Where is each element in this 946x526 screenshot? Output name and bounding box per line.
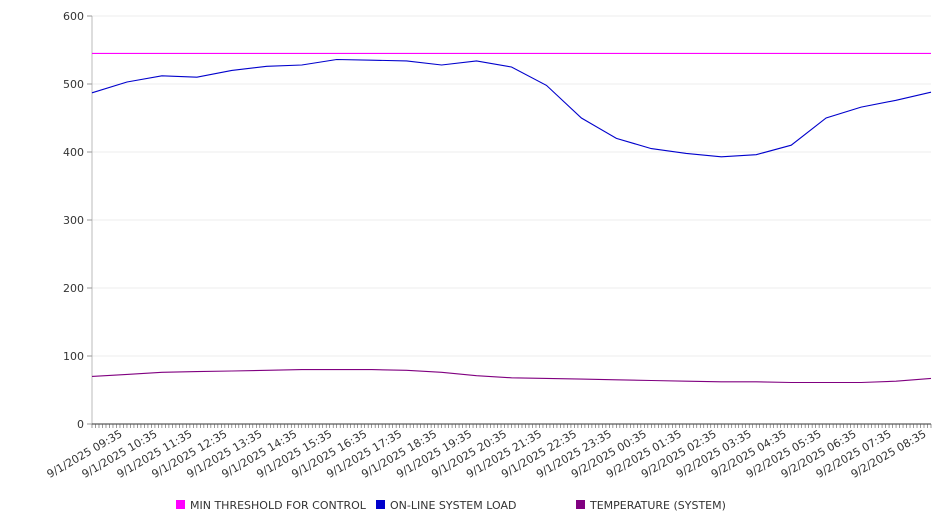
y-tick-label: 200 [63,282,84,295]
y-tick-label: 0 [77,418,84,431]
legend-swatch [576,500,585,509]
y-tick-label: 600 [63,10,84,23]
series-lines [91,52,932,384]
x-axis-ticks: 9/1/2025 09:359/1/2025 10:359/1/2025 11:… [45,424,932,481]
series-line-2 [91,58,932,158]
y-tick-label: 100 [63,350,84,363]
y-tick-label: 300 [63,214,84,227]
legend-swatch [376,500,385,509]
legend: MIN THRESHOLD FOR CONTROL ON-LINE SYSTEM … [176,499,726,512]
y-axis-ticks: 0 100 200 300 400 500 600 [63,10,92,431]
series-line-3 [91,369,932,384]
legend-label: TEMPERATURE (SYSTEM) [589,499,726,512]
legend-label: MIN THRESHOLD FOR CONTROL [190,499,367,512]
y-tick-label: 500 [63,78,84,91]
legend-label: ON-LINE SYSTEM LOAD [390,499,516,512]
grid-lines [92,15,931,357]
y-tick-label: 400 [63,146,84,159]
legend-swatch [176,500,185,509]
